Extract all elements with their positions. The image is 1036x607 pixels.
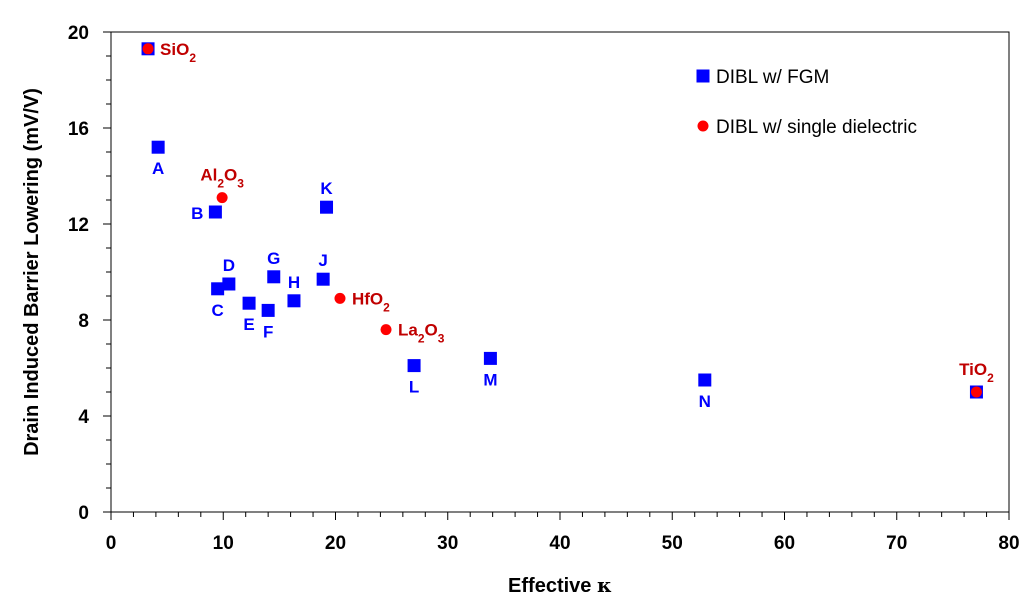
x-tick-label: 30 [437,533,458,554]
fgm-square-marker [483,351,497,365]
x-tick-label: 80 [998,533,1019,554]
point-label-g: G [267,249,280,268]
material-label-text: O [224,166,237,185]
single-dielectric-circle-marker [970,386,982,398]
y-tick-label: 4 [78,407,89,428]
y-axis-tick-labels: 0 4 8 12 16 20 [68,23,90,524]
y-tick-label: 12 [68,215,89,236]
point-label-n: N [699,392,711,411]
x-tick-label: 20 [325,533,346,554]
data-marks [141,42,983,399]
y-axis-label: Drain Induced Barrier Lowering (mV/V) [21,88,43,456]
legend-single-dielectric-label: DIBL w/ single dielectric [716,117,917,138]
x-tick-label: 10 [213,533,234,554]
point-label-j: J [318,251,327,270]
material-label-subscript: 2 [418,332,425,346]
material-label-subscript: 2 [383,300,390,314]
material-label-subscript: 2 [217,177,224,191]
fgm-square-marker [267,270,281,284]
material-label-text: TiO [959,360,987,379]
fgm-square-marker [242,296,256,310]
point-label-h: H [288,273,300,292]
point-label-k: K [320,179,333,198]
material-label-subscript: 2 [189,51,196,65]
point-label-e: E [243,315,254,334]
material-label-subscript: 2 [987,371,994,385]
fgm-square-marker [698,373,712,387]
material-label: Al2O3 [200,166,244,191]
axis-ticks [103,31,1010,520]
legend-single-dielectric-marker [697,120,709,132]
material-label-subscript: 3 [438,332,445,346]
fgm-square-marker [211,282,225,296]
single-dielectric-circle-marker [334,292,346,304]
point-label-l: L [409,378,419,397]
y-tick-label: 16 [68,119,89,140]
single-dielectric-circle-marker [380,324,392,336]
point-label-d: D [223,256,235,275]
single-dielectric-circle-marker [142,43,154,55]
kappa-symbol: κ [597,573,612,597]
fgm-square-marker [316,272,330,286]
material-label-text: Al [200,166,217,185]
fgm-square-marker [407,359,421,373]
y-tick-label: 8 [78,311,89,332]
fgm-square-marker [320,200,334,214]
x-tick-label: 40 [549,533,570,554]
material-label: TiO2 [959,360,994,385]
x-axis-label: Effective κ [508,573,612,597]
y-tick-label: 20 [68,23,89,44]
x-axis-tick-labels: 0 10 20 30 40 50 60 70 80 [106,533,1020,554]
x-tick-label: 60 [774,533,795,554]
fgm-square-marker [208,205,222,219]
material-label-text: La [398,321,418,340]
legend: DIBL w/ FGM DIBL w/ single dielectric [696,67,917,138]
material-label-text: O [425,321,438,340]
material-label: La2O3 [398,321,445,346]
material-label: SiO2 [160,40,196,65]
material-label-text: SiO [160,40,189,59]
material-label-text: HfO [352,289,383,308]
point-label-f: F [263,322,273,341]
point-label-c: C [211,301,223,320]
x-tick-label: 70 [886,533,907,554]
material-label: HfO2 [352,289,390,314]
material-label-subscript: 3 [237,177,244,191]
fgm-square-marker [261,303,275,317]
y-tick-label: 0 [78,503,89,524]
fgm-square-marker [287,294,301,308]
point-label-b: B [191,204,203,223]
legend-fgm-label: DIBL w/ FGM [716,67,829,88]
point-label-m: M [483,370,497,389]
point-label-a: A [152,159,164,178]
fgm-square-marker [222,277,236,291]
legend-fgm-marker [696,69,710,83]
x-axis-label-text: Effective [508,575,597,597]
x-tick-label: 0 [106,533,117,554]
single-dielectric-circle-marker [216,192,228,204]
fgm-square-marker [151,140,165,154]
x-tick-label: 50 [662,533,683,554]
